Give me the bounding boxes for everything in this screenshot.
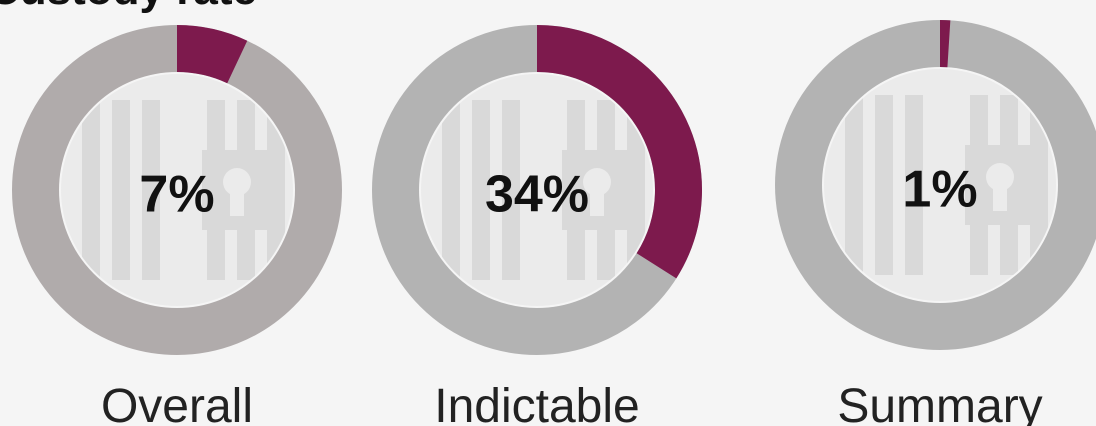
arc	[536, 25, 702, 279]
icon	[824, 69, 1056, 301]
keyhole-slot	[230, 186, 244, 216]
bar-icon	[442, 100, 460, 280]
icon	[61, 74, 293, 306]
bar-icon	[267, 100, 285, 280]
bar-icon	[82, 100, 100, 280]
bar-icon	[845, 95, 863, 275]
category-label: Summary	[837, 380, 1042, 426]
category-label: Indictable	[434, 380, 639, 426]
icon	[421, 74, 653, 306]
chart-title: Custody rate	[0, 0, 257, 14]
bar-icon	[1030, 95, 1048, 275]
bar-icon	[905, 95, 923, 275]
bar-icon	[502, 100, 520, 280]
value-label: 7%	[139, 166, 214, 224]
value-label: 34%	[485, 166, 589, 224]
bar-icon	[112, 100, 130, 280]
keyhole-slot	[993, 181, 1007, 211]
arc	[176, 25, 248, 84]
bar-icon	[627, 100, 645, 280]
keyhole-slot	[590, 186, 604, 216]
bar-icon	[472, 100, 490, 280]
bar-icon	[875, 95, 893, 275]
bar-icon	[142, 100, 160, 280]
category-label: Overall	[101, 380, 253, 426]
value-label: 1%	[902, 161, 977, 219]
